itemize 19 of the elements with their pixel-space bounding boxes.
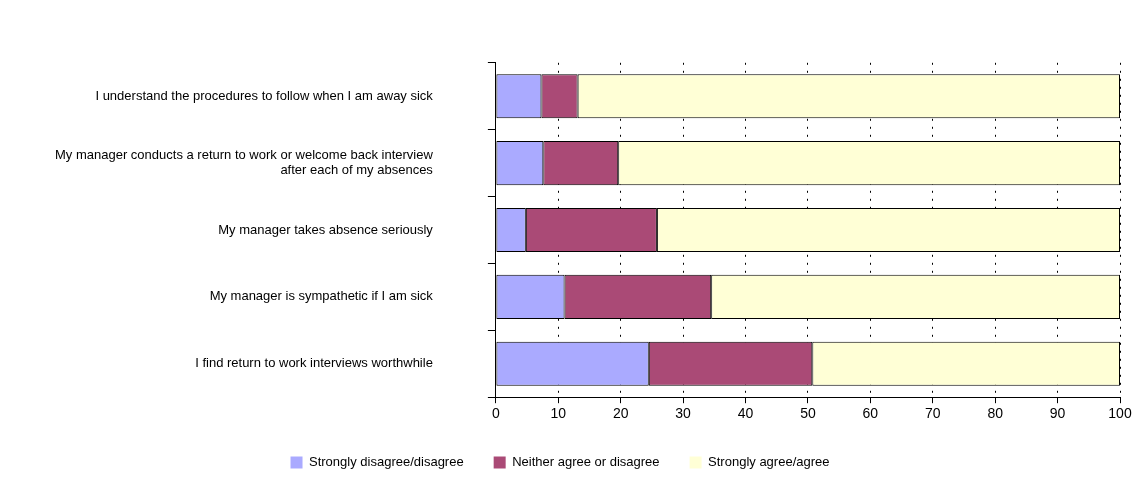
x-tick-label: 50 (800, 405, 816, 422)
x-tick-label: 100 (1108, 405, 1132, 422)
x-tick-label: 70 (924, 405, 941, 422)
x-tick-label: 90 (1049, 405, 1066, 422)
x-tick-label: 80 (987, 405, 1004, 422)
y-tick-label: My manager is sympathetic if I am sick (209, 288, 434, 304)
x-tick-label: 40 (737, 405, 754, 422)
x-tick-label: 10 (550, 405, 567, 422)
x-tick-label: 60 (862, 405, 879, 422)
y-tick-label: My manager takes absence seriously (218, 221, 434, 237)
x-tick-label: 30 (675, 405, 692, 422)
x-tick-label: 20 (612, 405, 629, 422)
y-tick-label: I understand the procedures to follow when I am away sick (95, 87, 434, 103)
legend-label: Neither agree or disagree (512, 454, 660, 470)
y-tick-label: I find return to work interviews worthwhile (195, 355, 433, 371)
y-tick-label: My manager conducts a return to work or welcome back interview after each of my absences (54, 146, 434, 178)
legend-label: Strongly disagree/disagree (309, 454, 464, 470)
legend-label: Strongly agree/agree (708, 454, 830, 470)
x-tick-label: 0 (491, 405, 500, 422)
